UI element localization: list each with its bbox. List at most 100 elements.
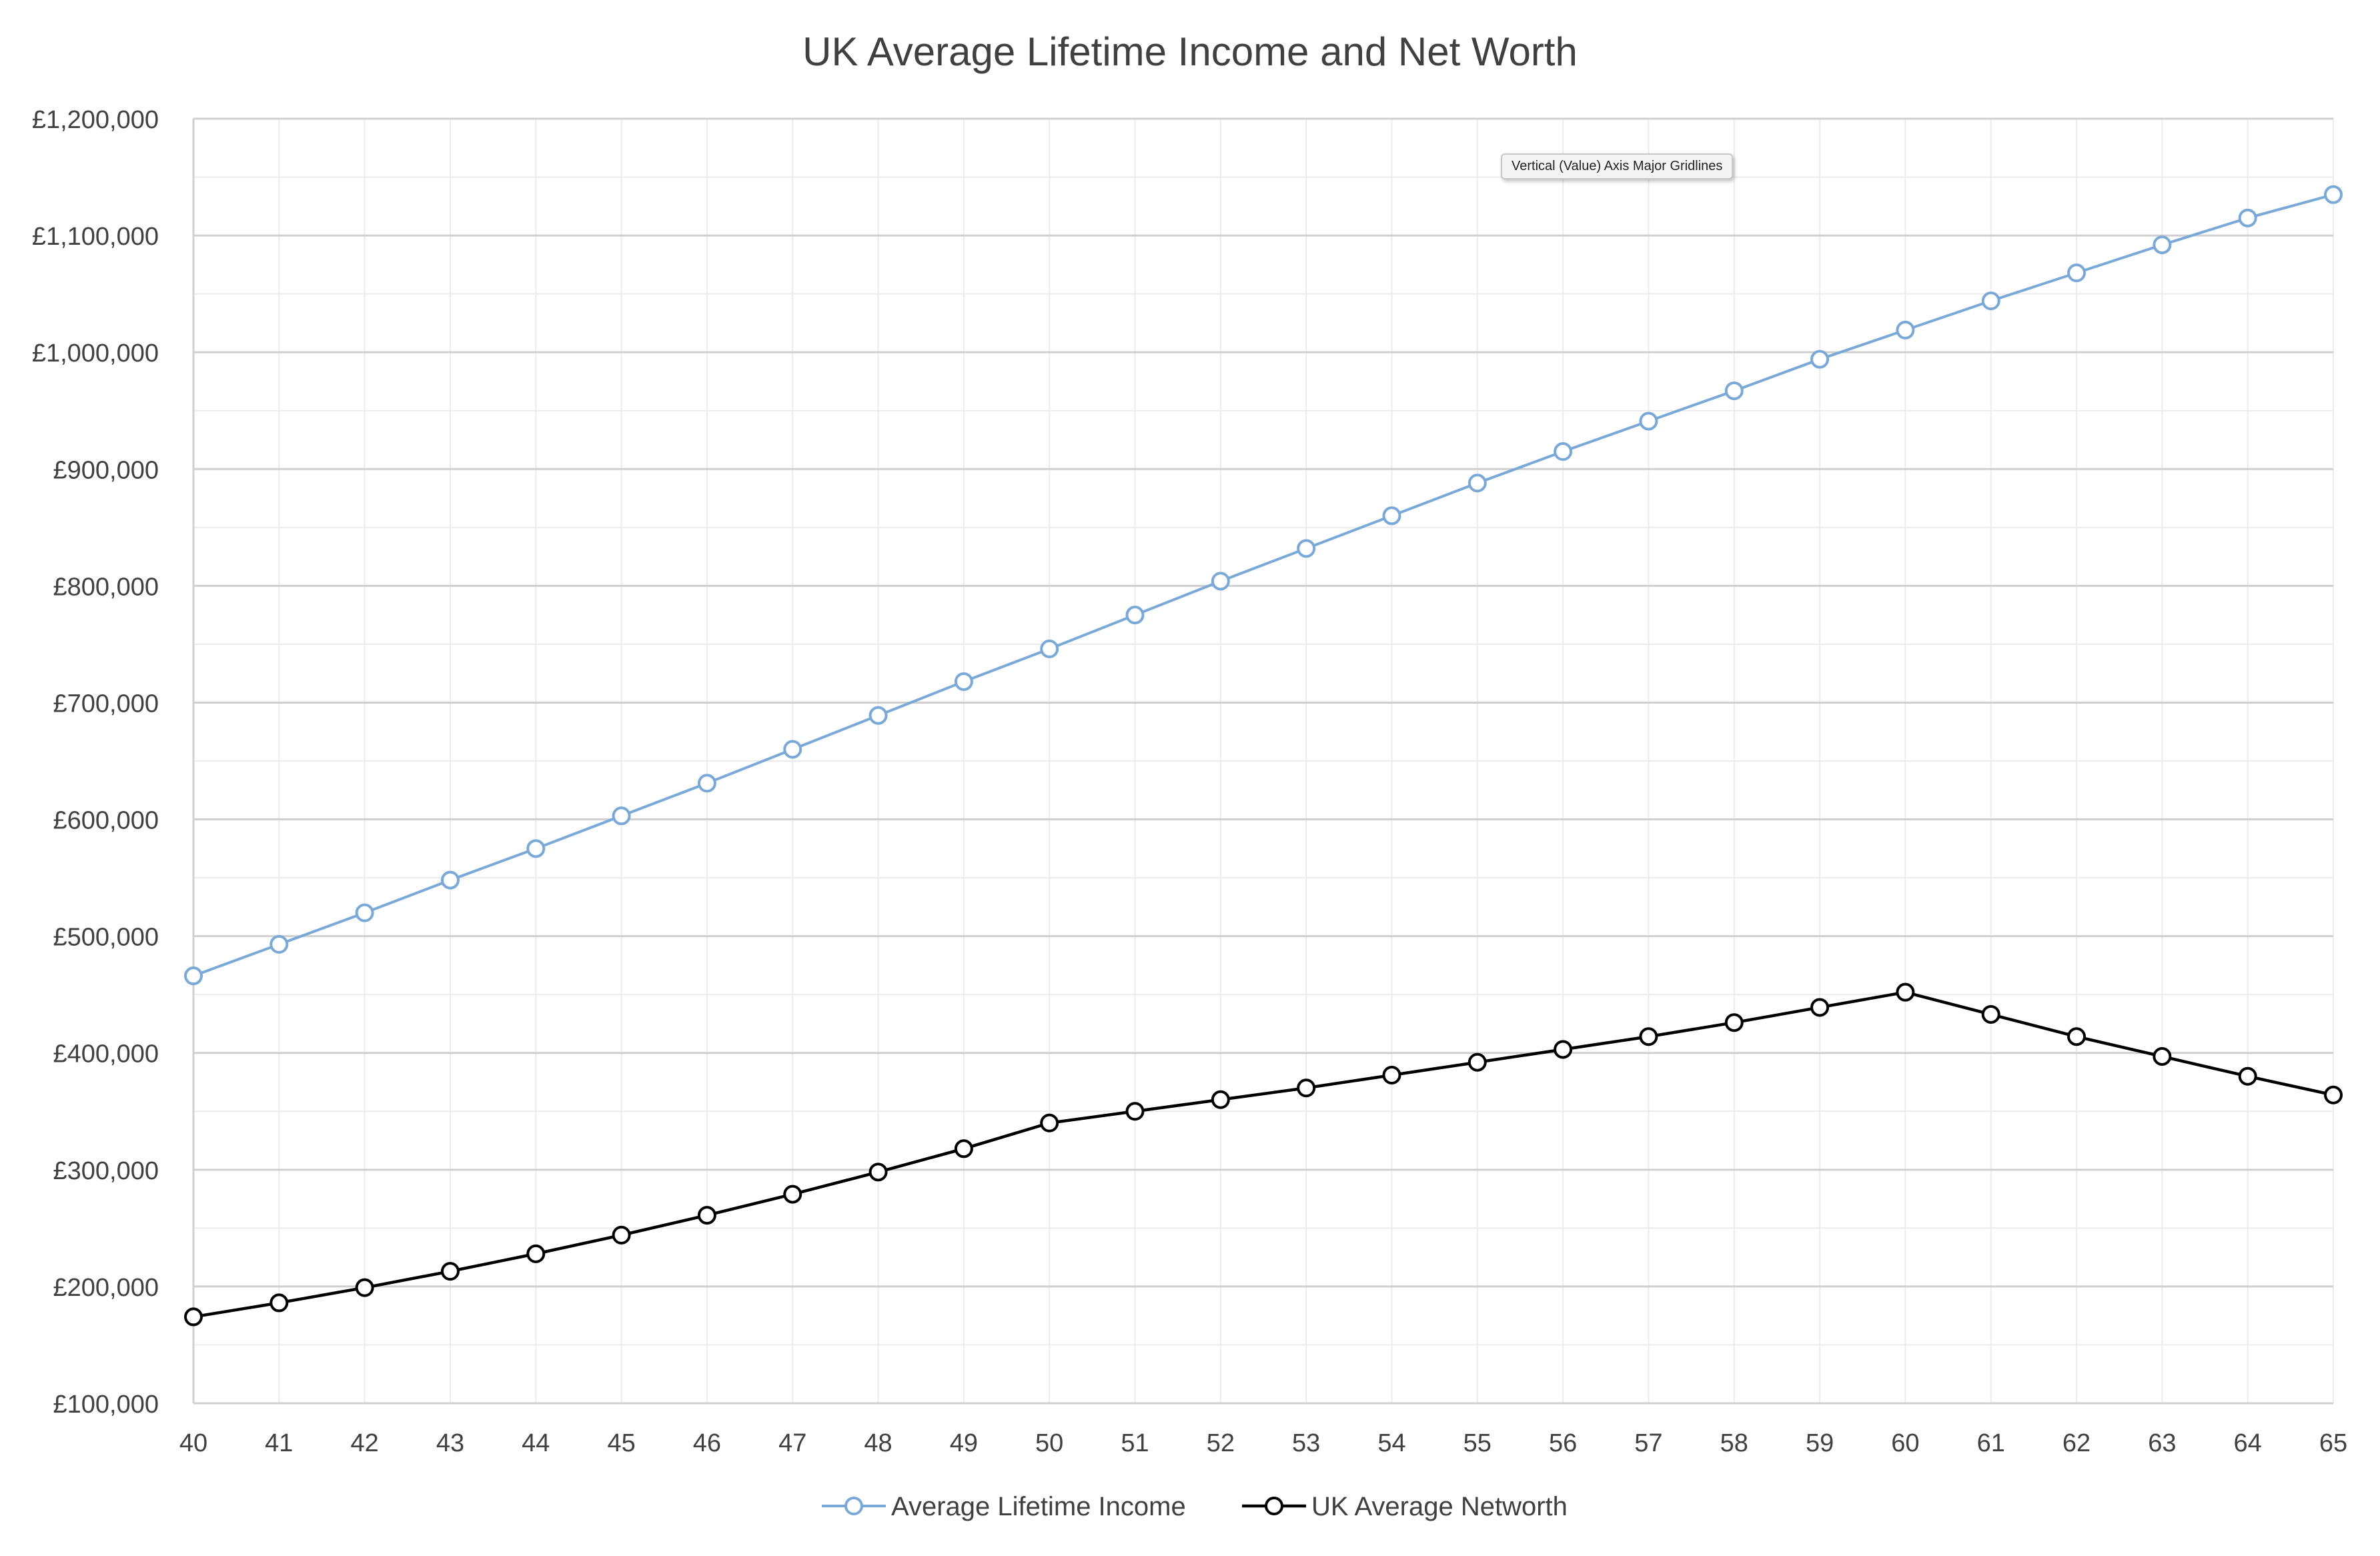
y-tick-label: £1,000,000 [32,339,159,367]
x-tick-label: 60 [1891,1429,1919,1457]
x-tick-label: 50 [1035,1429,1063,1457]
data-point[interactable] [269,1293,289,1313]
data-point[interactable] [1981,1004,2000,1024]
data-point[interactable] [1382,506,1401,526]
x-tick-label: 56 [1549,1429,1577,1457]
x-tick-label: 57 [1634,1429,1662,1457]
data-point[interactable] [1297,539,1316,558]
data-point[interactable] [2153,1046,2172,1066]
y-tick-label: £300,000 [53,1157,159,1185]
data-point[interactable] [1125,1102,1145,1121]
data-point[interactable] [2067,263,2087,283]
data-point[interactable] [1639,1027,1658,1046]
major-gridlines[interactable] [192,117,2333,1405]
x-tick-label: 51 [1121,1429,1149,1457]
y-tick-label: £400,000 [53,1040,159,1068]
legend[interactable]: Average Lifetime Income UK Average Networ… [822,1492,1568,1521]
data-point[interactable] [355,1278,374,1297]
y-axis-tick-labels: £100,000 £200,000 £300,000 £400,000 £500,000… [32,106,159,1419]
data-point[interactable] [954,672,973,691]
x-tick-label: 61 [1977,1429,2005,1457]
data-point[interactable] [2067,1027,2087,1046]
y-tick-label: £700,000 [53,690,159,718]
data-point[interactable] [184,966,203,986]
x-tick-label: 49 [950,1429,978,1457]
data-point[interactable] [1896,982,1915,1002]
y-tick-label: £100,000 [53,1391,159,1419]
x-tick-label: 48 [864,1429,892,1457]
series-line-1[interactable] [193,990,2334,1319]
data-point[interactable] [2238,208,2257,227]
series-points [184,185,2343,1327]
y-tick-label: £200,000 [53,1274,159,1302]
data-point[interactable] [526,1244,546,1263]
x-tick-label: 42 [350,1429,378,1457]
y-tick-label: £800,000 [53,573,159,601]
data-point[interactable] [697,774,716,793]
data-point[interactable] [1639,412,1658,431]
data-point[interactable] [868,706,888,725]
data-point[interactable] [1896,320,1915,339]
x-tick-label: 44 [522,1429,550,1457]
minor-gridlines [193,119,2334,1403]
data-point[interactable] [1211,1090,1230,1109]
x-tick-label: 52 [1207,1429,1235,1457]
data-point[interactable] [1554,1040,1573,1059]
x-tick-label: 55 [1463,1429,1492,1457]
y-tick-label: £1,200,000 [32,106,159,134]
x-tick-label: 62 [2062,1429,2091,1457]
series-line-0[interactable] [193,193,2334,978]
x-tick-label: 59 [1806,1429,1834,1457]
legend-label[interactable]: Average Lifetime Income [891,1492,1186,1521]
data-point[interactable] [526,839,546,858]
data-point[interactable] [1724,381,1744,400]
chart-title: UK Average Lifetime Income and Net Worth [802,29,1578,74]
x-tick-label: 53 [1292,1429,1320,1457]
data-point[interactable] [1211,572,1230,591]
data-point[interactable] [1554,442,1573,462]
data-point[interactable] [868,1162,888,1182]
data-point[interactable] [783,1185,802,1204]
data-point[interactable] [1810,998,1830,1017]
legend-swatch-marker [1265,1497,1283,1515]
data-point[interactable] [440,1262,460,1281]
data-point[interactable] [2324,185,2343,204]
x-tick-label: 40 [179,1429,207,1457]
data-point[interactable] [783,740,802,759]
x-axis-tick-labels: 40 41 42 43 44 45 46 47 48 49 50 51 52 53 54 55 56 57 58 59… [179,1429,2347,1457]
data-point[interactable] [697,1206,716,1225]
data-point[interactable] [1467,1052,1487,1072]
data-point[interactable] [2153,235,2172,255]
x-tick-label: 41 [265,1429,293,1457]
data-point[interactable] [612,1225,631,1245]
x-tick-label: 43 [436,1429,464,1457]
data-point[interactable] [2324,1085,2343,1104]
data-point[interactable] [440,870,460,890]
x-tick-label: 46 [693,1429,721,1457]
data-point[interactable] [1040,639,1059,658]
data-point[interactable] [1382,1065,1401,1084]
x-tick-label: 54 [1377,1429,1405,1457]
data-point[interactable] [1125,606,1145,625]
data-point[interactable] [269,934,289,954]
data-point[interactable] [355,903,374,922]
data-point[interactable] [612,806,631,826]
data-point[interactable] [1810,349,1830,369]
x-tick-label: 63 [2148,1429,2176,1457]
data-point[interactable] [954,1139,973,1158]
x-tick-label: 45 [607,1429,635,1457]
data-point[interactable] [184,1307,203,1327]
x-tick-label: 47 [778,1429,806,1457]
data-point[interactable] [1467,474,1487,493]
gridline-tooltip: Vertical (Value) Axis Major Gridlines [1501,153,1734,179]
data-point[interactable] [1040,1113,1059,1132]
legend-label[interactable]: UK Average Networth [1311,1492,1568,1521]
data-point[interactable] [1724,1013,1744,1032]
y-tick-label: £900,000 [53,456,159,484]
y-tick-label: £500,000 [53,924,159,952]
data-point[interactable] [2238,1066,2257,1086]
data-point[interactable] [1297,1078,1316,1098]
data-point[interactable] [1981,291,2000,311]
